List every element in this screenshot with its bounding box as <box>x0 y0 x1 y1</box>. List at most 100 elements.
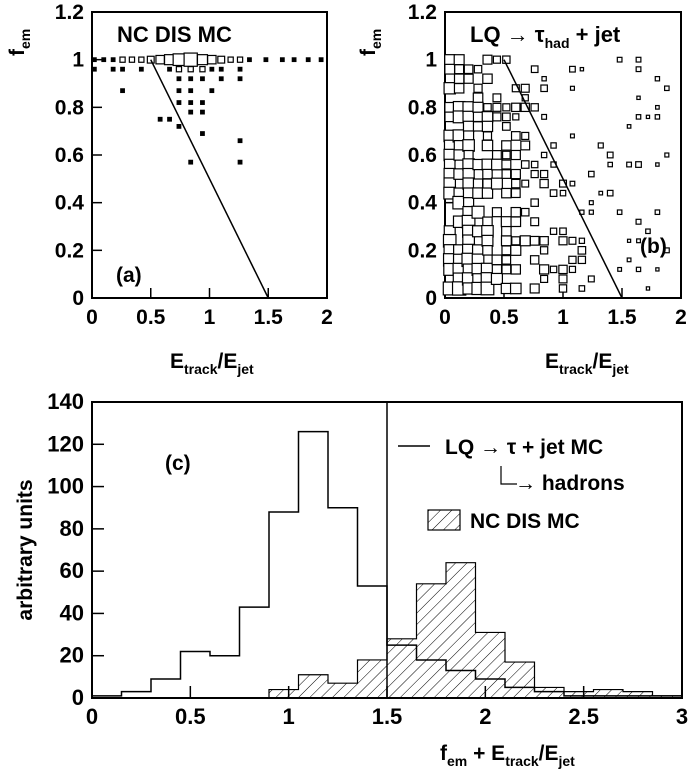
data-point <box>502 103 511 112</box>
x-tick-label: 0.5 <box>175 704 206 729</box>
data-point <box>663 247 670 254</box>
data-point <box>655 104 660 110</box>
data-point <box>510 149 521 161</box>
data-point <box>558 274 568 284</box>
data-point <box>521 131 530 141</box>
data-point <box>172 53 186 67</box>
data-point <box>196 54 209 66</box>
data-point <box>472 121 484 132</box>
data-point <box>607 161 614 168</box>
panel-a-x-axis: 0 0.5 1 1.5 2 <box>86 288 333 329</box>
text-part: jet <box>236 361 254 377</box>
data-point <box>138 56 145 63</box>
y-tick-label: 120 <box>47 431 84 456</box>
x-tick-label: 0 <box>439 306 451 329</box>
text-part: τ <box>507 436 517 459</box>
data-point <box>237 138 243 144</box>
data-point <box>175 65 183 73</box>
text-part: f <box>440 742 448 765</box>
data-point <box>549 189 558 198</box>
data-point <box>188 76 194 82</box>
nc-dis-bin <box>475 632 505 698</box>
data-point <box>167 116 172 122</box>
x-tick-label: 1 <box>283 704 295 729</box>
text-part: + jet MC <box>516 436 603 459</box>
data-point <box>541 113 548 120</box>
text-part: LQ <box>445 436 480 459</box>
data-point <box>187 65 194 73</box>
data-point <box>510 206 522 218</box>
nc-dis-histogram <box>92 562 683 699</box>
panel-c-x-axis: 0 0.5 1 1.5 2 2.5 3 <box>86 686 688 729</box>
data-point <box>472 187 484 199</box>
data-point <box>491 150 502 160</box>
nc-dis-bin <box>357 659 387 698</box>
data-point <box>558 264 568 275</box>
data-point <box>654 75 661 82</box>
data-point <box>482 54 493 65</box>
data-point <box>558 236 568 246</box>
data-point <box>530 217 540 227</box>
data-point <box>453 82 465 94</box>
data-point <box>529 255 540 265</box>
data-point <box>530 160 539 169</box>
y-tick-label: 1 <box>425 49 437 72</box>
data-point <box>510 188 521 199</box>
data-point <box>502 150 511 160</box>
x-tick-label: 2 <box>479 704 491 729</box>
data-point <box>568 265 577 274</box>
data-point <box>501 121 511 131</box>
data-point <box>549 265 558 274</box>
data-point <box>318 57 324 63</box>
data-point <box>481 120 494 133</box>
panel-b-points <box>442 54 670 296</box>
data-point <box>482 131 493 141</box>
x-tick-label: 0 <box>86 306 98 329</box>
data-point <box>183 52 198 67</box>
data-point <box>217 55 226 64</box>
data-point <box>568 236 577 245</box>
data-point <box>510 216 522 228</box>
data-point <box>579 66 585 72</box>
data-point <box>492 55 502 64</box>
nc-dis-bin <box>593 689 623 698</box>
text-part: + E <box>467 742 505 765</box>
data-point <box>462 120 475 133</box>
panel-a-points <box>91 52 324 165</box>
x-tick-label: 1.5 <box>254 306 284 329</box>
data-point <box>664 85 670 92</box>
data-point <box>626 161 633 168</box>
data-point <box>305 57 311 63</box>
panel-c-histogram: 0 0.5 1 1.5 2 2.5 3 0 20 40 60 80 100 120 140 (c) arb… <box>14 389 688 769</box>
y-tick-label: 0.6 <box>408 144 437 167</box>
data-point <box>520 207 530 217</box>
data-point <box>510 264 522 275</box>
y-tick-label: 1.2 <box>408 1 437 24</box>
data-point <box>541 75 547 82</box>
data-point <box>119 56 126 63</box>
data-point <box>176 123 182 129</box>
data-point <box>559 227 567 236</box>
data-point <box>617 266 623 272</box>
data-point <box>538 264 550 275</box>
data-point <box>606 151 614 159</box>
data-point <box>471 205 485 219</box>
data-point <box>453 73 465 84</box>
text-part: E <box>170 350 184 373</box>
data-point <box>209 88 215 94</box>
panel-c-tag: (c) <box>165 452 191 475</box>
data-point <box>502 55 511 64</box>
data-point <box>453 54 465 66</box>
legend-hatched-swatch <box>427 509 461 531</box>
data-point <box>480 281 495 296</box>
panel-b-cut-line <box>503 59 623 299</box>
panel-b-x-axis: 0 0.5 1 1.5 2 <box>439 288 687 329</box>
data-point <box>501 264 512 275</box>
data-point <box>529 235 540 246</box>
data-point <box>664 152 670 158</box>
data-point <box>501 225 512 237</box>
data-point <box>529 283 540 294</box>
data-point <box>501 140 512 151</box>
data-point <box>598 190 604 196</box>
data-point <box>578 237 586 245</box>
